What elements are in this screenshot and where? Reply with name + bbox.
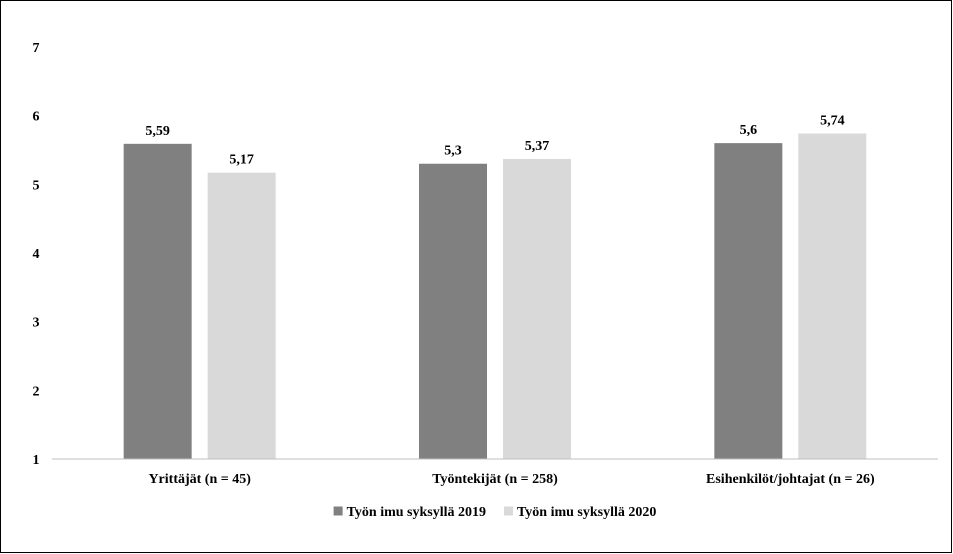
legend-label: Työn imu syksyllä 2020: [517, 505, 656, 520]
bars: [123, 133, 867, 459]
legend-item: Työn imu syksyllä 2019: [333, 505, 486, 520]
data-label: 5,17: [229, 153, 254, 168]
data-label: 5,3: [444, 144, 462, 159]
legend-item: Työn imu syksyllä 2020: [504, 505, 656, 520]
data-label: 5,74: [820, 114, 845, 129]
category-label: Esihenkilöt/johtajat (n = 26): [706, 472, 875, 487]
data-labels: 5,59 5,17 5,3 5,37 5,6 5,74: [145, 114, 844, 168]
data-label: 5,37: [525, 139, 550, 154]
y-tick-label: 6: [33, 110, 40, 125]
bar: [207, 172, 276, 459]
category-label: Yrittäjät (n = 45): [148, 472, 251, 487]
legend-swatch: [504, 506, 513, 516]
bar: [123, 143, 192, 459]
y-tick-label: 5: [33, 178, 40, 193]
bar: [503, 158, 571, 459]
data-label: 5,59: [145, 124, 170, 139]
bar: [798, 133, 867, 459]
legend: Työn imu syksyllä 2019 Työn imu syksyllä …: [333, 505, 656, 520]
y-axis-ticks: 1 2 3 4 5 6 7: [33, 41, 40, 468]
y-tick-label: 2: [33, 384, 40, 399]
y-tick-label: 4: [33, 247, 40, 262]
legend-swatch: [333, 506, 343, 516]
y-tick-label: 7: [33, 41, 40, 56]
bar: [419, 163, 487, 459]
data-label: 5,6: [740, 123, 758, 138]
category-labels: Yrittäjät (n = 45) Työntekijät (n = 258) E…: [148, 472, 875, 487]
legend-label: Työn imu syksyllä 2019: [347, 505, 486, 520]
y-tick-label: 1: [33, 453, 40, 468]
bar: [714, 143, 783, 459]
category-label: Työntekijät (n = 258): [432, 472, 558, 487]
y-tick-label: 3: [33, 316, 40, 331]
